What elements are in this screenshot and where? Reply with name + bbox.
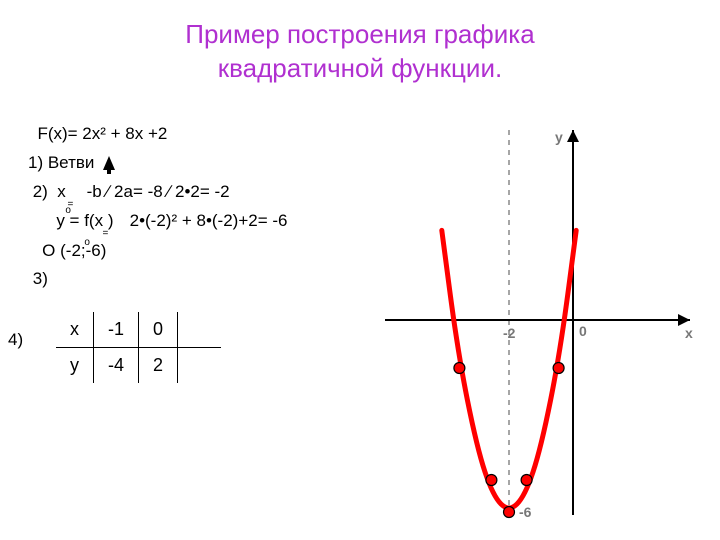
step3-label: 3) [33, 269, 48, 288]
title-line-2: квадратичной функции. [218, 53, 502, 83]
step-2-y: y = f(x )=о 2•(-2)² + 8•(-2)+2= -6 [28, 207, 388, 236]
sub-o-2: о [84, 237, 90, 248]
table-cell: -4 [94, 347, 139, 382]
slide-title: Пример построения графика квадратичной ф… [0, 0, 720, 86]
step4-label: 4) [8, 330, 23, 349]
table-cell: 0 [139, 312, 178, 347]
value-table: x -1 0 y -4 2 [56, 312, 221, 382]
svg-text:y: y [555, 129, 563, 145]
step-2-vertex: O (-2;-6) [28, 237, 388, 266]
step1-label: 1) Ветви [28, 153, 94, 172]
table-cell: -1 [94, 312, 139, 347]
table-cell: 2 [139, 347, 178, 382]
parabola-chart: x y 0 -2 -6 [380, 120, 700, 520]
table-cell: x [56, 312, 94, 347]
title-line-1: Пример построения графика [185, 19, 534, 49]
table-cell [178, 347, 222, 382]
step-2-x: 2) x =о -b ∕ 2a= -8 ∕ 2•2= -2 [28, 178, 388, 207]
formula-line: F(x)= 2x² + 8x +2 [28, 120, 388, 149]
table-cell: y [56, 347, 94, 382]
step-4: 4) [8, 330, 23, 350]
svg-text:-6: -6 [519, 504, 532, 520]
math-content: F(x)= 2x² + 8x +2 1) Ветви 2) x =о -b ∕ … [28, 120, 388, 383]
vertex-text: O (-2;-6) [42, 241, 106, 260]
sub-o-1: о [65, 205, 71, 216]
svg-text:x: x [685, 325, 693, 341]
svg-text:-2: -2 [503, 325, 516, 341]
step-3: 3) [28, 265, 388, 294]
svg-text:0: 0 [579, 323, 587, 339]
step-1: 1) Ветви [28, 149, 388, 178]
chart-area: xy0-2-6 [380, 120, 700, 500]
branches-up-icon [103, 156, 115, 170]
formula-text: F(x)= 2x² + 8x +2 [37, 124, 167, 143]
table-cell [178, 312, 222, 347]
